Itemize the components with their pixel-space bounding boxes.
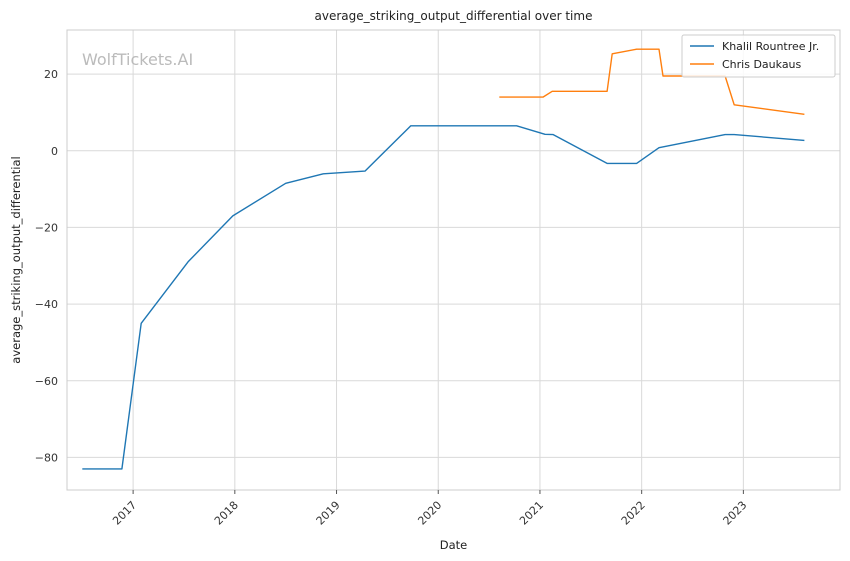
- watermark-text: WolfTickets.AI: [82, 50, 193, 69]
- legend-label-chris-daukaus: Chris Daukaus: [722, 58, 802, 71]
- y-tick-label: −60: [35, 375, 58, 388]
- series-line-chris-daukaus: [499, 48, 805, 115]
- y-tick-label: −20: [35, 221, 58, 234]
- series-line-khalil-rountree: [82, 125, 805, 470]
- plot-frame: [66, 29, 841, 491]
- legend-label-khalil-rountree: Khalil Rountree Jr.: [722, 40, 819, 53]
- legend-box: [681, 34, 836, 78]
- y-tick-label: 20: [44, 68, 58, 81]
- y-axis-label: average_striking_output_differential: [9, 156, 23, 363]
- series-layer: [82, 48, 805, 470]
- chart-title: average_striking_output_differential ove…: [315, 9, 593, 23]
- y-tick-label: −80: [35, 451, 58, 464]
- y-tick-label: 0: [51, 145, 58, 158]
- grid-layer: [67, 30, 840, 490]
- legend: Khalil Rountree Jr. Chris Daukaus: [681, 34, 836, 78]
- x-axis-label: Date: [440, 538, 468, 552]
- y-tick-label: −40: [35, 298, 58, 311]
